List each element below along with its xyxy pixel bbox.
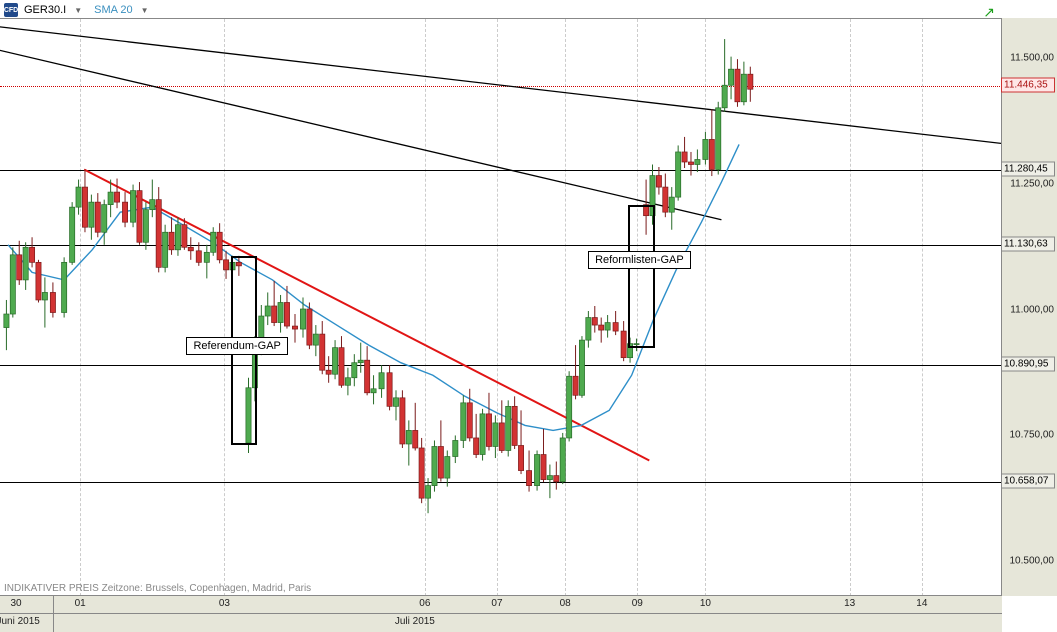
- x-tick: 08: [560, 598, 571, 609]
- month-label: Juli 2015: [395, 616, 435, 627]
- level-flag: 10.658,07: [1001, 474, 1055, 489]
- y-tick: 11.000,00: [1010, 304, 1054, 315]
- sma-label[interactable]: SMA 20: [94, 4, 133, 16]
- x-axis: 30 01 03 06 07 08 09 10 13 14: [0, 595, 1002, 614]
- x-tick: 06: [419, 598, 430, 609]
- trend-up-icon: ↗: [983, 4, 995, 21]
- gap-box: [628, 205, 654, 348]
- y-tick: 11.500,00: [1010, 53, 1054, 64]
- level-flag: 10.890,95: [1001, 357, 1055, 372]
- annotation-label: Referendum-GAP: [186, 337, 287, 355]
- x-tick: 07: [491, 598, 502, 609]
- level-flag: 11.130,63: [1001, 236, 1055, 251]
- x-tick: 03: [219, 598, 230, 609]
- x-tick: 10: [700, 598, 711, 609]
- y-tick: 10.500,00: [1010, 555, 1055, 566]
- symbol-dropdown-icon[interactable]: ▼: [74, 6, 82, 15]
- y-tick: 11.250,00: [1010, 178, 1054, 189]
- sma-dropdown-icon[interactable]: ▼: [141, 6, 149, 15]
- x-tick: 01: [75, 598, 86, 609]
- chart-legend: CFD GER30.I ▼ SMA 20 ▼: [4, 3, 155, 17]
- y-axis: 11.500,00 11.250,00 11.000,00 10.750,00 10.5…: [1001, 18, 1057, 596]
- level-flag: 11.280,45: [1001, 161, 1055, 176]
- price-chart[interactable]: Referendum-GAP Reformlisten-GAP: [0, 18, 1002, 596]
- footer-text: INDIKATIVER PREIS Zeitzone: Brussels, Co…: [4, 583, 311, 594]
- x-tick: 13: [844, 598, 855, 609]
- month-axis: Juni 2015 Juli 2015: [0, 613, 1002, 632]
- month-label: Juni 2015: [0, 616, 40, 627]
- x-tick: 14: [916, 598, 927, 609]
- cfd-icon: CFD: [4, 3, 18, 17]
- y-tick: 10.750,00: [1010, 430, 1055, 441]
- x-tick: 30: [10, 598, 21, 609]
- current-price-flag: 11.446,35: [1001, 78, 1055, 93]
- symbol-label[interactable]: GER30.I: [24, 4, 66, 16]
- annotation-label: Reformlisten-GAP: [588, 251, 691, 269]
- x-tick: 09: [632, 598, 643, 609]
